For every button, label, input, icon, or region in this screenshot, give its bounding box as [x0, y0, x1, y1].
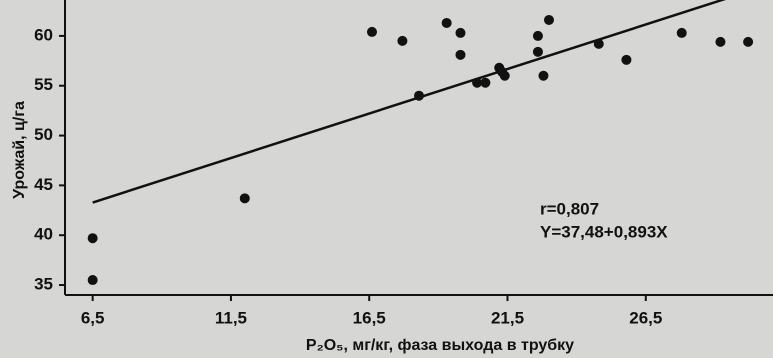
x-tick-label: 11,5 [215, 308, 247, 327]
y-tick-label: 35 [34, 275, 53, 294]
point [743, 36, 754, 47]
point [414, 90, 424, 101]
point [593, 38, 604, 49]
y-tick-label: 40 [34, 225, 53, 244]
y-tick-label: 55 [34, 75, 53, 94]
fit-line [92, 0, 726, 204]
x-tick-label: 6,5 [81, 308, 105, 327]
point [499, 70, 510, 81]
point [621, 54, 632, 65]
point [532, 46, 543, 57]
point [441, 17, 452, 28]
y-tick-label: 45 [34, 175, 53, 194]
point [455, 27, 466, 38]
point [366, 26, 377, 37]
point [239, 193, 250, 204]
x-axis-title: P₂O₅, мг/кг, фаза выхода в трубку [306, 337, 574, 354]
annotation: r=0,807 [540, 199, 599, 218]
x-tick-label: 21,5 [491, 308, 524, 327]
point [543, 14, 554, 25]
y-tick-label: 60 [34, 25, 53, 44]
point [87, 275, 98, 286]
x-tick-label: 26,5 [629, 308, 662, 327]
point [715, 36, 726, 47]
x-tick-label: 16,5 [353, 308, 386, 327]
y-tick-label: 50 [34, 125, 53, 144]
point [532, 30, 543, 41]
point [538, 70, 549, 81]
point [397, 35, 408, 46]
y-axis-title: Урожай, ц/га [11, 101, 28, 199]
point [87, 233, 98, 244]
point [676, 27, 687, 38]
point [472, 77, 483, 88]
point [480, 77, 491, 88]
point [455, 49, 466, 60]
annotation: Y=37,48+0,893X [540, 222, 668, 241]
